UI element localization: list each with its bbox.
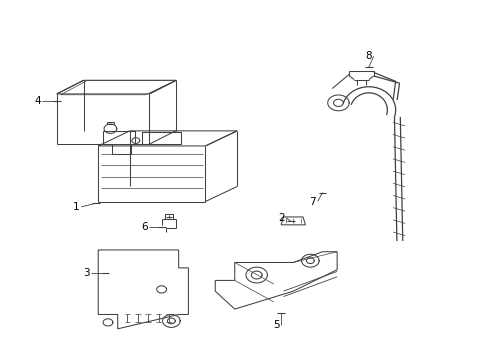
Text: 2: 2 bbox=[277, 213, 284, 222]
Text: 5: 5 bbox=[272, 320, 279, 330]
Text: 6: 6 bbox=[141, 222, 147, 231]
Text: 3: 3 bbox=[82, 268, 89, 278]
Text: 8: 8 bbox=[365, 51, 371, 61]
Text: 4: 4 bbox=[34, 96, 41, 106]
Text: 7: 7 bbox=[309, 197, 315, 207]
Text: 1: 1 bbox=[73, 202, 80, 212]
